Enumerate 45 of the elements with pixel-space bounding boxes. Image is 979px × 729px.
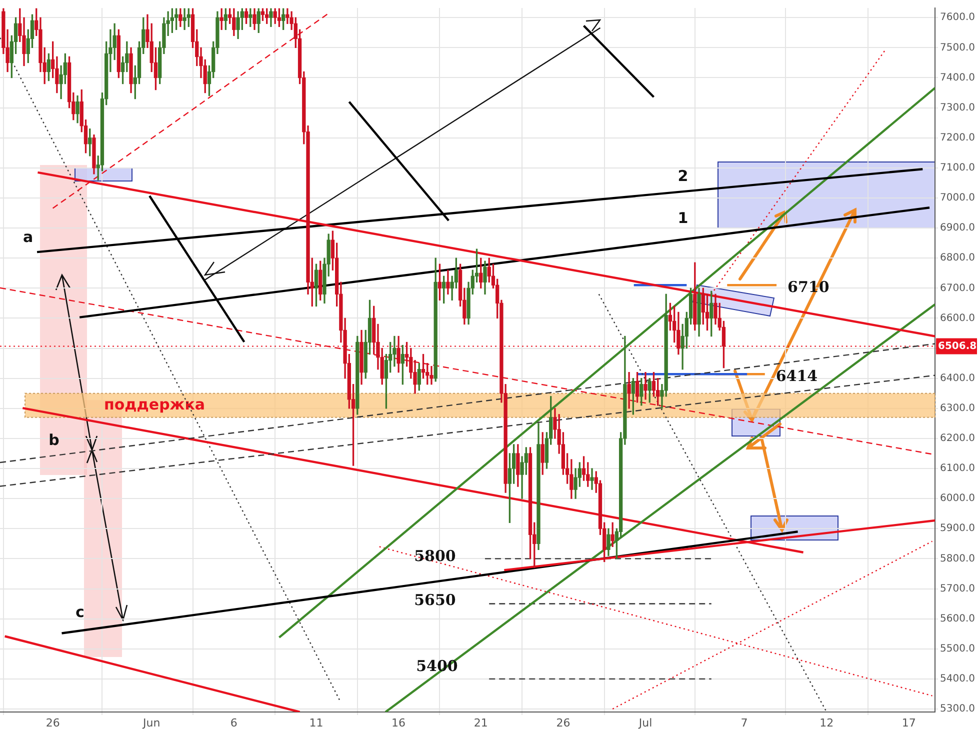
y-tick-label: 7100.0 <box>940 162 975 174</box>
y-tick-label: 5800.0 <box>940 553 975 564</box>
x-tick-label: 6 <box>230 716 238 729</box>
y-tick-label: 6800.0 <box>940 252 975 264</box>
y-tick-label: 6700.0 <box>940 282 975 294</box>
x-tick-label: 26 <box>556 716 570 729</box>
y-tick-label: 6000.0 <box>940 493 975 504</box>
y-tick-label: 7000.0 <box>940 192 975 204</box>
y-tick-label: 7200.0 <box>940 132 975 144</box>
y-tick-label: 5700.0 <box>940 583 975 594</box>
x-tick-label: 12 <box>820 716 834 729</box>
annotation: c <box>76 602 84 621</box>
y-tick-label: 5400.0 <box>940 674 975 685</box>
annotation: 6414 <box>776 367 818 386</box>
annotation: 6710 <box>788 278 830 296</box>
y-tick-label: 7300.0 <box>940 102 975 114</box>
annotation: 5800 <box>414 546 456 565</box>
x-tick-label: 11 <box>309 716 324 729</box>
annotation: b <box>48 430 60 449</box>
y-tick-label: 5900.0 <box>940 523 975 534</box>
x-tick-label: 16 <box>392 716 406 729</box>
annotation: 2 <box>678 166 688 185</box>
annotation: 5650 <box>414 590 456 609</box>
y-tick-label: 7400.0 <box>940 72 975 84</box>
x-tick-label: 7 <box>740 716 748 729</box>
x-tick-label: 21 <box>474 716 488 729</box>
x-tick-label: 26 <box>46 716 60 729</box>
x-tick-label: Jun <box>142 716 160 729</box>
y-tick-label: 6900.0 <box>940 222 975 234</box>
annotation: a <box>22 228 34 246</box>
y-tick-label: 7500.0 <box>940 42 975 54</box>
annotation: 1 <box>678 208 688 227</box>
y-tick-label: 6400.0 <box>940 372 975 384</box>
x-tick-label: Jul <box>638 716 652 729</box>
y-tick-label: 6300.0 <box>940 402 975 414</box>
y-tick-label: 6200.0 <box>940 433 975 444</box>
band-label: поддержка <box>104 395 206 414</box>
y-tick-label: 5500.0 <box>940 643 975 654</box>
x-tick-label: 17 <box>902 716 916 729</box>
y-tick-label: 5600.0 <box>940 613 975 624</box>
ref-line-label: 6506.8 <box>938 340 977 352</box>
y-tick-label: 5300.0 <box>940 704 975 715</box>
y-tick-label: 6100.0 <box>940 463 975 474</box>
y-tick-label: 6600.0 <box>940 312 975 324</box>
y-tick-label: 7600.0 <box>940 12 975 24</box>
